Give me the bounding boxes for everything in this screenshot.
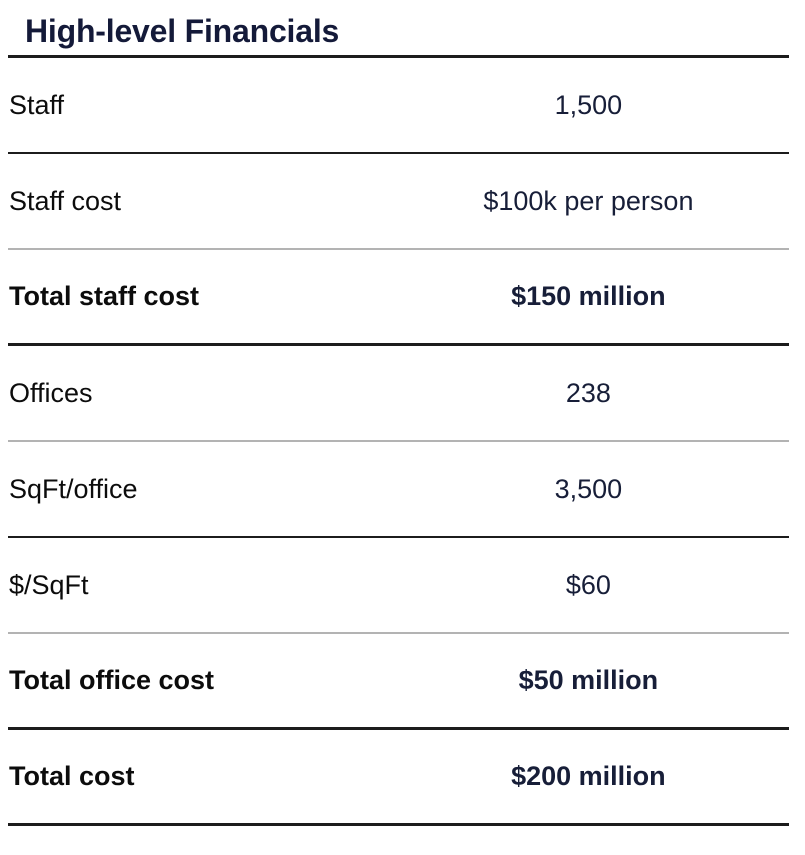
row-label: SqFt/office [9, 473, 138, 504]
row-label: Total office cost [9, 665, 215, 695]
title-block: High-level Financials [8, 0, 789, 58]
row-value: 3,500 [554, 473, 623, 504]
row-value: $50 million [518, 665, 659, 695]
row-label: Staff [9, 89, 65, 120]
financials-table: High-level Financials Staff 1,500 Staff … [8, 0, 789, 826]
row-value: $150 million [511, 281, 666, 311]
row-label: $/SqFt [9, 569, 89, 600]
table-row-staff: Staff 1,500 [8, 58, 789, 154]
table-row-offices: Offices 238 [8, 346, 789, 442]
table-row-dollar-per-sqft: $/SqFt $60 [8, 538, 789, 634]
row-label: Total staff cost [9, 281, 200, 311]
table-row-staff-cost: Staff cost $100k per person [8, 154, 789, 250]
row-label: Offices [9, 377, 93, 408]
table-row-sqft-per-office: SqFt/office 3,500 [8, 442, 789, 538]
row-value: $60 [565, 569, 611, 600]
table-row-total-cost: Total cost $200 million [8, 730, 789, 826]
row-label: Total cost [9, 761, 135, 791]
table-row-total-office-cost: Total office cost $50 million [8, 634, 789, 730]
page-title: High-level Financials [25, 12, 340, 49]
row-label: Staff cost [9, 185, 122, 216]
row-value: $200 million [511, 761, 666, 791]
row-value: $100k per person [483, 185, 694, 216]
row-value: 238 [565, 377, 611, 408]
row-value: 1,500 [554, 89, 623, 120]
table-row-total-staff-cost: Total staff cost $150 million [8, 250, 789, 346]
